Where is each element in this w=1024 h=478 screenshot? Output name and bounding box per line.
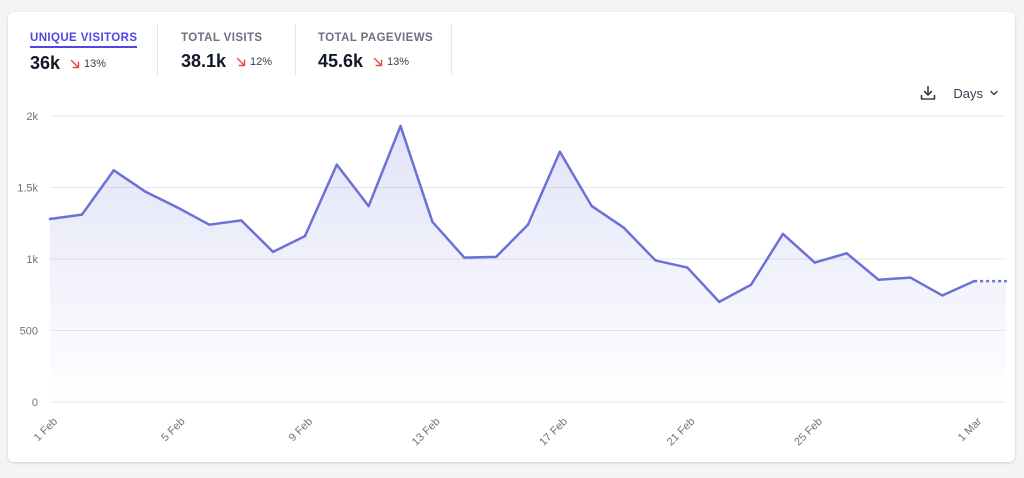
y-tick-label: 1.5k (17, 183, 38, 195)
data-point (813, 261, 816, 264)
arrow-down-right-icon (70, 59, 80, 68)
data-point (1004, 279, 1008, 283)
data-point (303, 234, 307, 238)
data-point (463, 256, 466, 259)
metric-label: TOTAL VISITS (181, 32, 263, 44)
y-tick-label: 0 (32, 397, 38, 409)
y-tick-label: 500 (20, 326, 38, 338)
data-point (144, 190, 147, 193)
metric-value: 45.6k (318, 51, 364, 71)
data-point (271, 250, 275, 254)
metric-change: 12% (236, 56, 272, 68)
y-tick-label: 2k (26, 111, 38, 123)
x-tick-label: 1 Feb (32, 416, 60, 444)
visitors-chart: 0 500 1k 1.5k 2k 1 Feb 5 Feb 9 Feb 13 Feb 17 Feb… (17, 111, 1008, 449)
metric-change-value: 12% (250, 55, 273, 68)
data-point (781, 232, 785, 236)
metric-value: 36k (30, 53, 61, 73)
data-point (845, 252, 848, 255)
metric-total-pageviews[interactable]: TOTAL PAGEVIEWS 45.6k 13% (296, 24, 452, 76)
y-tick-label: 1k (26, 254, 38, 266)
metric-change: 13% (373, 56, 409, 68)
series-line (48, 124, 976, 304)
chevron-down-icon (990, 90, 998, 96)
data-point (494, 255, 498, 259)
data-point (654, 259, 657, 262)
x-tick-label: 9 Feb (287, 416, 315, 444)
data-point (749, 283, 753, 286)
chart-controls: Days (919, 84, 999, 102)
data-point (176, 206, 179, 209)
x-tick-label: 13 Feb (410, 416, 443, 449)
data-point (622, 226, 625, 229)
x-tick-label: 17 Feb (537, 416, 570, 449)
data-point (909, 276, 912, 279)
interval-select[interactable]: Days (953, 86, 999, 101)
data-point (526, 223, 530, 226)
download-icon[interactable] (919, 84, 937, 102)
data-point (718, 300, 721, 304)
metric-unique-visitors[interactable]: UNIQUE VISITORS 36k 13% (8, 24, 158, 76)
data-point (335, 163, 338, 166)
x-tick-label: 1 Mar (956, 415, 985, 444)
data-point (972, 279, 976, 283)
arrow-down-right-icon (236, 57, 246, 66)
visitors-card: UNIQUE VISITORS 36k 13% TOTAL VISITS 38.… (8, 12, 1015, 462)
metric-change: 13% (70, 58, 106, 70)
x-tick-label: 5 Feb (159, 416, 187, 444)
arrow-down-right-icon (373, 57, 383, 66)
data-point (112, 169, 115, 172)
data-point (367, 204, 370, 208)
interval-label: Days (953, 85, 983, 101)
data-point (80, 213, 84, 216)
area-fill (50, 126, 1006, 402)
data-point (590, 204, 593, 208)
metric-label: UNIQUE VISITORS (30, 32, 138, 48)
data-point (558, 150, 562, 153)
metric-change-value: 13% (387, 55, 410, 68)
metrics-bar: UNIQUE VISITORS 36k 13% TOTAL VISITS 38.… (8, 12, 452, 82)
data-point (48, 217, 52, 221)
data-point (240, 219, 243, 222)
metric-total-visits[interactable]: TOTAL VISITS 38.1k 12% (158, 24, 296, 76)
x-tick-label: 21 Feb (665, 416, 698, 449)
data-point (399, 124, 402, 128)
data-point (208, 223, 211, 226)
metric-change-value: 13% (84, 57, 107, 70)
data-point (686, 266, 689, 269)
data-point (877, 278, 880, 281)
metric-value: 38.1k (181, 51, 227, 71)
data-point (941, 294, 944, 297)
metric-label: TOTAL PAGEVIEWS (318, 32, 434, 44)
data-point (431, 220, 434, 224)
x-tick-label: 25 Feb (792, 416, 825, 449)
